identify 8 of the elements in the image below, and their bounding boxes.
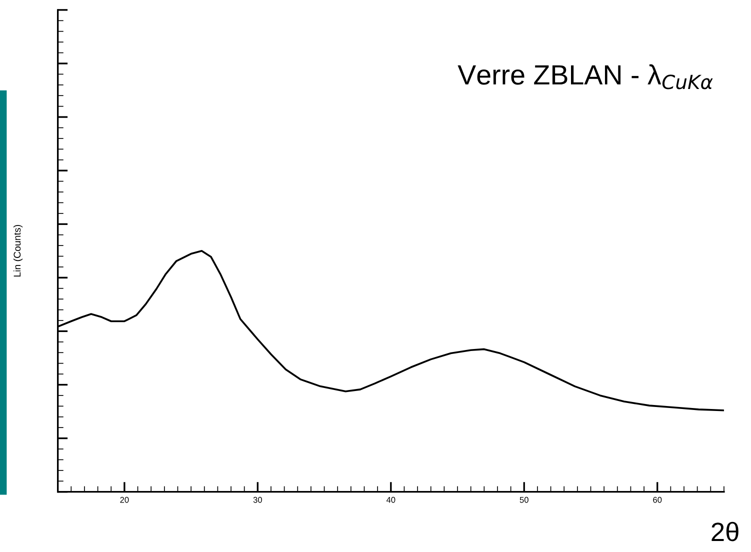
x-tick-label: 40 [386,496,396,503]
chart-title: Verre ZBLAN - λ$_{CuKα}$ [458,64,713,90]
x-tick-label: 20 [120,496,129,503]
y-axis-title: Lin (Counts) [13,225,23,277]
x-axis-title: 2θ [712,522,738,542]
x-tick-label: 50 [520,496,528,503]
x-tick-label: 30 [253,496,262,503]
x-tick-label: 60 [653,496,662,503]
